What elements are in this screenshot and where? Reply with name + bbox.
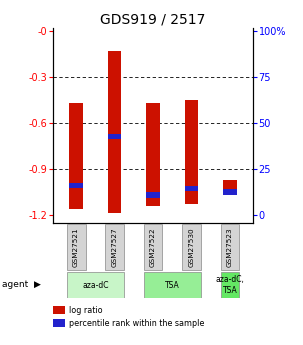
- Bar: [223, 189, 237, 195]
- Bar: [223, 179, 237, 192]
- Bar: [67, 272, 124, 298]
- Text: percentile rank within the sample: percentile rank within the sample: [69, 319, 204, 328]
- Bar: [105, 224, 124, 270]
- Text: aza-dC: aza-dC: [82, 280, 108, 289]
- Text: agent  ▶: agent ▶: [2, 280, 40, 289]
- Text: log ratio: log ratio: [69, 306, 102, 315]
- Text: GSM27523: GSM27523: [227, 227, 233, 267]
- Text: GSM27527: GSM27527: [112, 227, 118, 267]
- Bar: [185, 186, 198, 191]
- Bar: [108, 51, 121, 213]
- Bar: [144, 224, 162, 270]
- Bar: [221, 272, 239, 298]
- Text: TSA: TSA: [165, 280, 180, 289]
- Text: GSM27521: GSM27521: [73, 227, 79, 267]
- Bar: [146, 192, 160, 198]
- Bar: [182, 224, 201, 270]
- Bar: [67, 224, 85, 270]
- Text: GSM27522: GSM27522: [150, 227, 156, 267]
- Bar: [69, 183, 83, 188]
- Bar: [146, 103, 160, 206]
- Text: aza-dC,
TSA: aza-dC, TSA: [215, 275, 244, 295]
- Bar: [69, 103, 83, 209]
- Bar: [221, 224, 239, 270]
- Bar: [185, 100, 198, 204]
- Text: GSM27530: GSM27530: [188, 227, 195, 267]
- Bar: [144, 272, 201, 298]
- Title: GDS919 / 2517: GDS919 / 2517: [100, 12, 206, 27]
- Bar: [108, 134, 121, 139]
